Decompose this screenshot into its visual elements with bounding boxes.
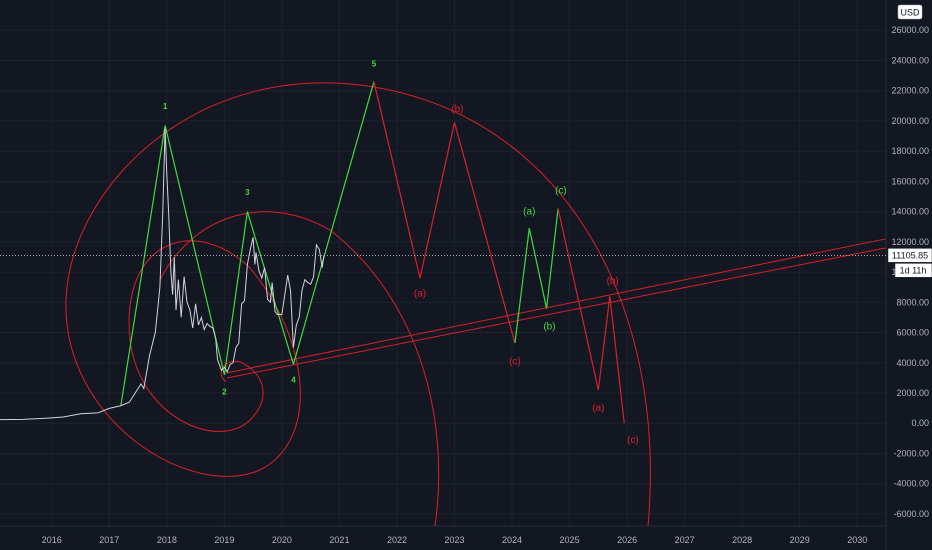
elliott-wave-path [120,81,625,424]
x-tick-label: 2030 [847,535,867,545]
wave-label: (b) [543,322,555,333]
wave-segment [557,208,599,391]
wave-segment [373,81,421,279]
x-tick-label: 2024 [502,535,522,545]
wave-segment [528,228,548,309]
x-tick-label: 2023 [444,535,464,545]
spiral-arc [65,82,651,527]
y-tick-label: 18000.00 [891,146,929,156]
spiral-arc [159,211,440,527]
wave-label: 1 [163,102,168,111]
y-tick-label: 20000.00 [891,116,929,126]
spiral-arc [128,240,264,432]
wave-label: (c) [555,185,567,196]
wave-label: 4 [291,375,296,384]
time-axis[interactable]: 2016 2017 2018 2019 2020 2021 2022 2023 2024 2025… [42,535,867,545]
y-tick-label: 6000.00 [896,328,929,338]
wave-label: 5 [372,60,377,69]
y-tick-label: 0.00 [911,418,929,428]
x-tick-label: 2028 [732,535,752,545]
x-tick-label: 2029 [790,535,810,545]
wave-label: (c) [627,435,639,446]
y-tick-label: 22000.00 [891,86,929,96]
wave-label: (c) [509,356,521,367]
y-tick-label: 2000.00 [896,388,929,398]
wave-label: 2 [222,388,227,397]
fibonacci-spiral [65,82,651,527]
y-tick-label: 12000.00 [891,237,929,247]
wave-label: (a) [523,207,535,218]
wave-segment [120,125,166,406]
wave-segment [609,296,625,424]
wave-segment [292,81,375,365]
wave-labels: 1 2 3 4 5 (a) (b) (c) (a) (b) (c) (b) (a) (c) [163,60,639,446]
y-tick-label: -2000.00 [893,448,929,458]
grid-lines [0,0,886,526]
wave-label: (b) [451,104,463,115]
wave-segment [223,211,248,375]
x-tick-label: 2022 [387,535,407,545]
price-series [0,128,325,421]
wave-segment [597,296,611,391]
currency-button[interactable]: USD [897,4,923,20]
last-price-badge: 11105.85 [887,248,932,263]
last-price-label: 11105.85 [892,250,928,260]
y-tick-label: -6000.00 [893,509,929,519]
currency-label: USD [900,8,920,18]
wave-segment [514,228,530,344]
wave-segment [545,208,559,309]
wave-segment [419,122,456,279]
wave-label: (a) [592,403,604,414]
y-tick-label: 14000.00 [891,207,929,217]
y-tick-label: 8000.00 [896,297,929,307]
y-tick-label: 4000.00 [896,358,929,368]
x-tick-label: 2026 [617,535,637,545]
bar-countdown-label: 1d 11h [900,265,927,275]
wave-segment [453,122,516,344]
spiral-arc [220,360,241,383]
y-tick-label: 16000.00 [891,176,929,186]
x-tick-label: 2025 [560,535,580,545]
trendline-channel [224,238,887,379]
x-tick-label: 2019 [214,535,234,545]
x-tick-label: 2017 [99,535,119,545]
x-tick-label: 2016 [42,535,62,545]
wave-label: 3 [245,188,250,197]
x-tick-label: 2027 [675,535,695,545]
wave-label: (a) [414,288,426,299]
y-tick-label: 24000.00 [891,55,929,65]
trendline [224,238,887,374]
price-axis[interactable]: -6000.00 -4000.00 -2000.00 0.00 2000.00 4000.… [891,25,929,519]
x-tick-label: 2018 [157,535,177,545]
wave-label: (b) [607,276,619,287]
y-tick-label: 26000.00 [891,25,929,35]
x-tick-label: 2020 [272,535,292,545]
wave-segment [246,211,294,365]
countdown-badge: 1d 11h [894,263,932,278]
y-tick-label: -4000.00 [893,479,929,489]
price-line [0,128,325,421]
trendline [227,247,887,379]
x-tick-label: 2021 [329,535,349,545]
